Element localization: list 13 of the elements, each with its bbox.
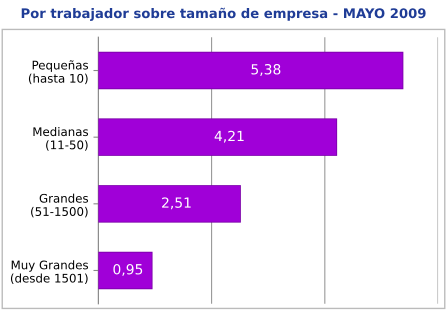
bar — [98, 118, 338, 156]
data-label: 4,21 — [214, 130, 244, 143]
data-label: 5,38 — [251, 64, 280, 76]
y-tick-label: Grandes (51-1500) — [31, 194, 88, 218]
bar — [98, 252, 153, 290]
bar — [98, 185, 241, 223]
bar — [98, 52, 404, 90]
data-label: 2,51 — [162, 197, 191, 210]
y-tick-label: Pequeñas (hasta 10) — [28, 60, 88, 84]
chart-title: Por trabajador sobre tamaño de empresa - MAYO 2009 — [22, 8, 426, 21]
y-tick-label: Muy Grandes (desde 1501) — [10, 260, 88, 284]
data-label: 0,95 — [113, 264, 142, 276]
y-tick-label: Medianas (11-50) — [33, 126, 88, 151]
